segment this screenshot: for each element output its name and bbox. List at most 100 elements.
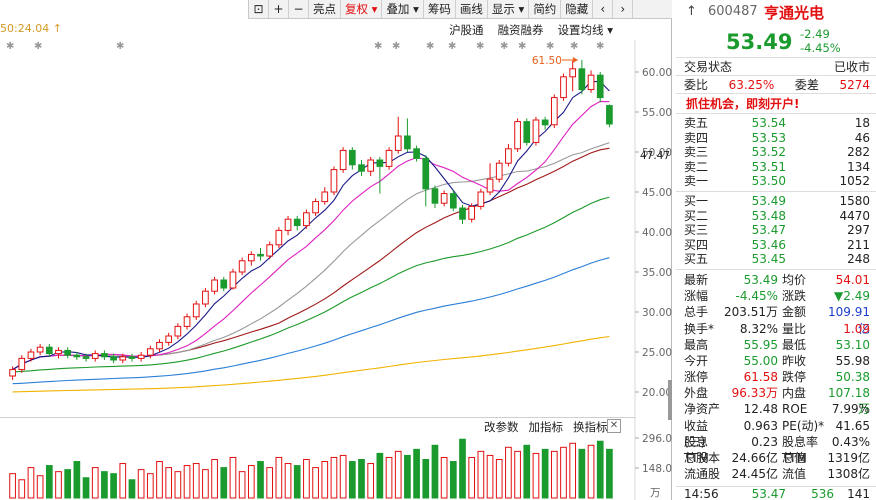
volume-bar bbox=[303, 458, 310, 499]
sell-order-row[interactable]: 卖二 53.51 134 bbox=[676, 160, 876, 175]
order-price: 53.48 bbox=[751, 208, 786, 223]
sell-order-row[interactable]: 卖五 53.54 18 bbox=[676, 116, 876, 131]
candle-body bbox=[596, 74, 604, 99]
toolbar-chips-button[interactable]: 筹码 bbox=[424, 0, 456, 18]
volume-bar bbox=[9, 473, 16, 499]
buy-order-row[interactable]: 买四 53.46 211 bbox=[676, 238, 876, 253]
price-tick-label: 50.00 bbox=[642, 147, 672, 159]
volume-tick-label: 296.00 bbox=[642, 433, 672, 445]
quote-stats: 最新 53.49 均价 54.01 涨幅 -4.45% 涨跌 ▼2.49 总手 203.51万 金额… bbox=[676, 270, 876, 482]
candle-body bbox=[101, 353, 108, 358]
volume-bar bbox=[266, 467, 274, 499]
volume-bar bbox=[339, 454, 347, 499]
change-percent: -4.45% bbox=[800, 41, 841, 55]
candle-body bbox=[211, 279, 218, 292]
close-icon[interactable]: ✕ bbox=[607, 419, 621, 433]
sell-order-row[interactable]: 卖一 53.50 1052 bbox=[676, 174, 876, 189]
candle-body bbox=[146, 348, 154, 356]
buy-order-row[interactable]: 买一 53.49 1580 bbox=[676, 194, 876, 209]
toolbar-overlay-button[interactable]: 叠加 ▾ bbox=[382, 0, 424, 18]
price-tick-label: 30.00 bbox=[642, 307, 672, 319]
stat-label: 股息率TTM bbox=[782, 434, 819, 466]
add-indicator-button[interactable]: 加指标 bbox=[528, 420, 564, 434]
candle-body bbox=[376, 159, 384, 167]
candle-body bbox=[73, 354, 81, 358]
stat-value: 53.49 bbox=[743, 272, 778, 287]
toolbar-display-button[interactable]: 显示 ▾ bbox=[488, 0, 530, 18]
stat-value: 0.963 bbox=[743, 418, 778, 433]
candle-body bbox=[284, 218, 292, 231]
buy-order-row[interactable]: 买五 53.45 248 bbox=[676, 252, 876, 267]
order-level-label: 买二 bbox=[684, 208, 709, 223]
chevron-right-icon[interactable]: › bbox=[613, 0, 634, 18]
stock-name: 亨通光电 bbox=[764, 4, 825, 22]
buy-order-row[interactable]: 买二 53.48 4470 bbox=[676, 209, 876, 224]
candle-body bbox=[27, 351, 35, 359]
volume-unit-label: 万 bbox=[650, 487, 661, 499]
stat-row: 流通股 24.45亿 流值 1308亿 bbox=[676, 466, 876, 482]
stat-value: -4.45% bbox=[735, 289, 778, 304]
volume-bar bbox=[330, 456, 338, 499]
toolbar-adjust-button[interactable]: 复权 ▾ bbox=[341, 0, 383, 18]
kline-chart-area[interactable]: 20.00 25.00 30.00 35.00 40.00 45.00 50.00 55.00… bbox=[0, 0, 672, 500]
candle-body bbox=[358, 164, 365, 172]
stat-label: 净资产 bbox=[684, 402, 721, 417]
promo-link[interactable]: 抓住机会，即刻开户! bbox=[676, 94, 876, 114]
volume-bar bbox=[36, 475, 44, 499]
candle-body bbox=[321, 191, 329, 203]
margin-trading-link[interactable]: 融资融券 bbox=[497, 23, 544, 37]
stat-label: 换手* bbox=[684, 321, 715, 336]
candle-body bbox=[64, 349, 72, 356]
volume-bar bbox=[431, 444, 439, 499]
kline-chart[interactable]: 20.00 25.00 30.00 35.00 40.00 45.00 50.00 55.00… bbox=[0, 0, 672, 500]
order-price: 53.54 bbox=[751, 116, 786, 130]
volume-bar bbox=[385, 456, 393, 499]
scrollbar[interactable] bbox=[668, 380, 672, 420]
arrow-up-icon[interactable]: ↑ bbox=[686, 4, 697, 19]
toolbar-simple-button[interactable]: 简约 bbox=[529, 0, 562, 18]
edit-params-button[interactable]: 改参数 bbox=[484, 420, 519, 434]
volume-bar bbox=[367, 463, 375, 499]
stat-label: 流值 bbox=[782, 467, 807, 482]
star-marker-icon: ✱ bbox=[392, 41, 401, 52]
candle-body bbox=[431, 188, 439, 204]
stat-row: 涨幅 -4.45% 涨跌 ▼2.49 bbox=[676, 288, 876, 304]
toolbar-draw-button[interactable]: 画线 bbox=[456, 0, 488, 18]
star-marker-icon: ✱ bbox=[448, 41, 457, 52]
stat-value: 24.45亿 bbox=[731, 467, 778, 482]
candle-body bbox=[174, 325, 182, 337]
ma-settings-button[interactable]: 设置均线 ▾ bbox=[557, 23, 613, 37]
order-level-label: 买一 bbox=[684, 193, 709, 208]
switch-indicator-button[interactable]: 换指标 bbox=[573, 420, 608, 434]
minus-icon[interactable]: − bbox=[289, 0, 309, 18]
hk-connect-link[interactable]: 沪股通 bbox=[449, 23, 484, 37]
plus-icon[interactable]: + bbox=[269, 0, 289, 18]
sell-order-row[interactable]: 卖三 53.52 282 bbox=[676, 145, 876, 160]
volume-bar bbox=[211, 458, 218, 499]
stat-value: ▼2.49 bbox=[834, 289, 870, 304]
candle-body bbox=[183, 316, 191, 327]
volume-bar bbox=[459, 438, 466, 499]
star-marker-icon: ✱ bbox=[116, 41, 125, 52]
sell-order-row[interactable]: 卖四 53.53 46 bbox=[676, 131, 876, 146]
volume-bar bbox=[578, 448, 586, 499]
candle-body bbox=[495, 162, 503, 180]
buy-order-row[interactable]: 买三 53.47 297 bbox=[676, 223, 876, 238]
lock-icon[interactable]: ⊡ bbox=[249, 0, 269, 18]
chevron-left-icon[interactable]: ‹ bbox=[593, 0, 614, 18]
stat-value: 203.51万 bbox=[724, 305, 778, 320]
volume-bar bbox=[404, 454, 411, 499]
volume-bar bbox=[202, 469, 209, 499]
status-value: 已收市 bbox=[833, 60, 870, 74]
volume-bar bbox=[101, 471, 108, 499]
order-volume: 4470 bbox=[839, 208, 870, 223]
candle-body bbox=[449, 193, 457, 209]
stat-value: 1308亿 bbox=[827, 467, 870, 482]
volume-bar bbox=[394, 450, 402, 499]
chart-toolbar: ⊡ + − 亮点 复权 ▾ 叠加 ▾ 筹码 画线 显示 ▾ 简约 隐藏 ‹ › bbox=[248, 0, 672, 19]
volume-bar bbox=[560, 446, 567, 499]
order-level-label: 买三 bbox=[684, 223, 709, 238]
candle-body bbox=[156, 341, 163, 350]
toolbar-hide-button[interactable]: 隐藏 bbox=[561, 0, 594, 18]
toolbar-highlight-button[interactable]: 亮点 bbox=[309, 0, 341, 18]
